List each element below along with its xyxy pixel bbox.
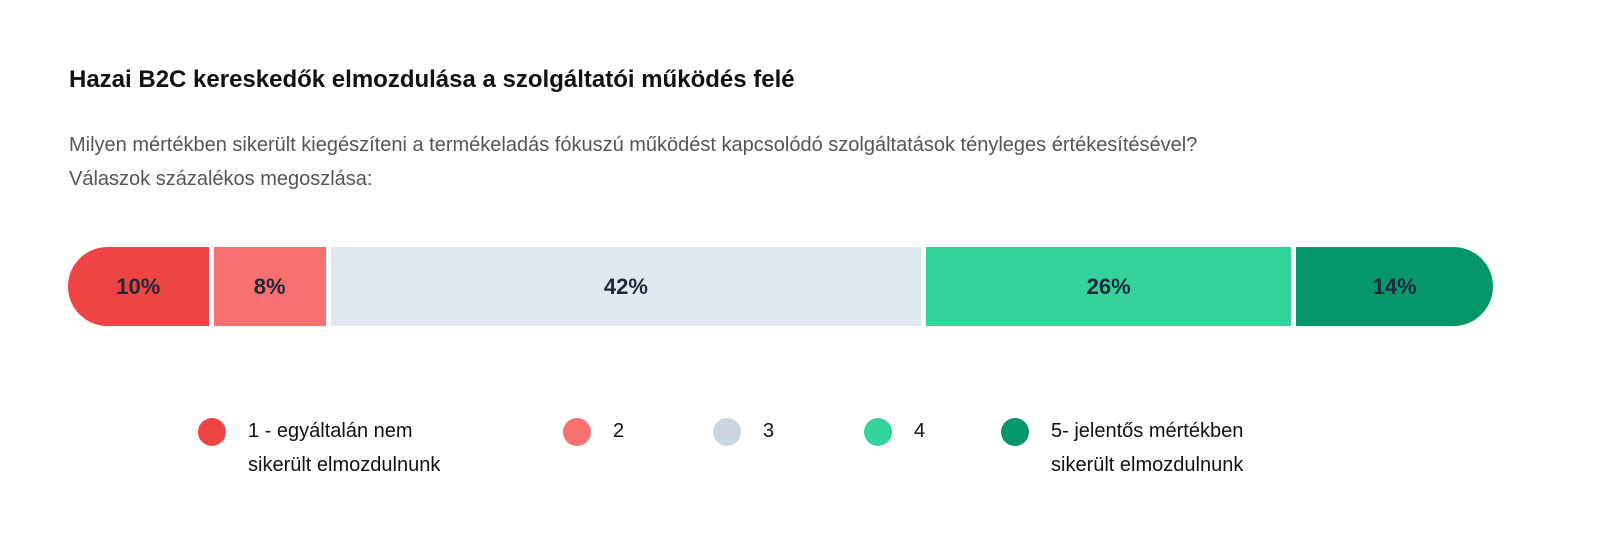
legend-item-4: 4 bbox=[864, 414, 925, 448]
bar-segment-5: 14% bbox=[1296, 247, 1493, 326]
legend-swatch bbox=[198, 418, 226, 446]
data-label: 42% bbox=[603, 273, 648, 299]
chart-subtitle: Milyen mértékben sikerült kiegészíteni a… bbox=[69, 134, 1198, 190]
legend-swatch bbox=[1001, 418, 1029, 446]
bar-segment-2: 8% bbox=[213, 247, 326, 326]
legend-label: 2 bbox=[613, 420, 625, 442]
chart-title: Hazai B2C kereskedők elmozdulása a szolg… bbox=[69, 66, 795, 93]
data-label: 26% bbox=[1086, 273, 1131, 299]
legend-swatch bbox=[713, 418, 741, 446]
legend-item-2: 2 bbox=[563, 414, 624, 448]
bar-segment-4: 26% bbox=[926, 247, 1292, 326]
data-label: 14% bbox=[1372, 273, 1417, 299]
bar-segment-3: 42% bbox=[330, 247, 921, 326]
legend-item-5: 5- jelentős mértékben sikerült elmozduln… bbox=[1001, 414, 1243, 482]
legend-label: 4 bbox=[914, 420, 926, 442]
bar-segment-1: 10% bbox=[68, 247, 209, 326]
legend-item-3: 3 bbox=[713, 414, 774, 448]
stacked-bar: 10% 8% 42% 26% 14% bbox=[68, 247, 1493, 326]
data-label: 10% bbox=[116, 273, 161, 299]
data-label: 8% bbox=[253, 273, 286, 299]
legend-label: 1 - egyáltalán nem sikerült elmozdulnunk bbox=[248, 420, 441, 476]
legend-swatch bbox=[563, 418, 591, 446]
legend-swatch bbox=[864, 418, 892, 446]
legend-label: 5- jelentős mértékben sikerült elmozduln… bbox=[1051, 420, 1244, 476]
legend-label: 3 bbox=[763, 420, 775, 442]
legend-item-1: 1 - egyáltalán nem sikerült elmozdulnunk bbox=[198, 414, 440, 482]
